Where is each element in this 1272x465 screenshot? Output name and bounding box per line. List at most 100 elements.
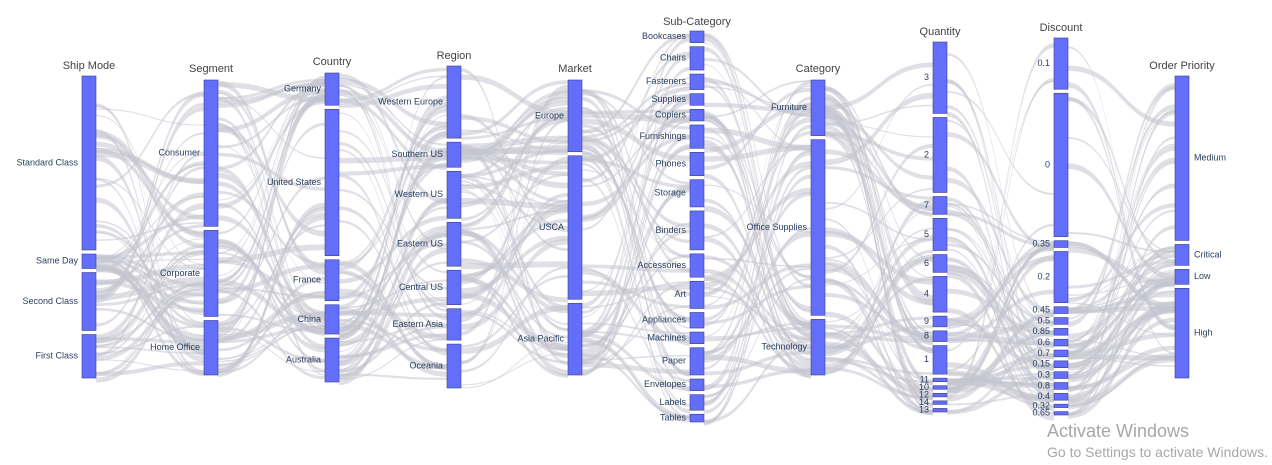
category-bar-quantity-5[interactable] [932,218,948,251]
ribbon-path [461,277,568,378]
category-bar-ship-mode-second-class[interactable] [81,272,97,331]
category-bar-ship-mode-same-day[interactable] [81,253,97,269]
category-bar-sub-category-art[interactable] [689,280,705,309]
category-bar-discount-0-15[interactable] [1053,360,1069,368]
category-bar-order-priority-low[interactable] [1174,269,1190,285]
category-bar-sub-category-binders[interactable] [689,210,705,251]
ribbon-path [704,108,811,391]
category-bar-quantity-4[interactable] [932,276,948,313]
category-bar-segment-corporate[interactable] [203,230,219,317]
category-bar-country-china[interactable] [324,304,340,335]
ribbon-path [218,78,325,101]
category-bar-ship-mode-first-class[interactable] [81,334,97,379]
ribbon-path [1068,163,1175,281]
ribbon-path [947,166,1054,393]
category-bar-discount-0-45[interactable] [1053,306,1069,314]
category-bar-discount-0-7[interactable] [1053,349,1069,358]
category-bar-discount-0-5[interactable] [1053,317,1069,325]
ribbon-path [339,149,447,340]
category-bar-quantity-10[interactable] [932,385,948,390]
category-bar-sub-category-phones[interactable] [689,152,705,176]
category-bar-country-germany[interactable] [324,72,340,106]
category-bar-sub-category-furnishings[interactable] [689,124,705,149]
category-bar-sub-category-paper[interactable] [689,347,705,376]
ribbon-path [218,311,325,374]
category-bar-order-priority-critical[interactable] [1174,244,1190,266]
category-bar-sub-category-tables[interactable] [689,413,705,423]
category-bar-country-france[interactable] [324,259,340,302]
ribbon-path [461,144,568,251]
category-bar-quantity-6[interactable] [932,254,948,273]
category-bar-region-central-us[interactable] [446,269,462,306]
category-bar-country-australia[interactable] [324,337,340,383]
category-bar-order-priority-medium[interactable] [1174,75,1190,241]
category-bar-discount-0-1[interactable] [1053,37,1069,90]
category-bar-quantity-2[interactable] [932,117,948,193]
category-bar-sub-category-storage[interactable] [689,179,705,208]
category-bar-market-europe[interactable] [567,79,583,153]
category-bar-country-united-states[interactable] [324,108,340,257]
category-bar-sub-category-machines[interactable] [689,331,705,345]
category-bar-discount-0-3[interactable] [1053,371,1069,379]
category-bar-sub-category-labels[interactable] [689,394,705,411]
category-bar-sub-category-copiers[interactable] [689,108,705,122]
ribbon-path [704,263,811,310]
category-bar-category-furniture[interactable] [810,79,826,136]
ribbon-path [339,95,447,333]
category-bar-sub-category-bookcases[interactable] [689,30,705,43]
category-bar-order-priority-high[interactable] [1174,288,1190,379]
category-bar-discount-0-32[interactable] [1053,403,1069,408]
category-bar-category-office-supplies[interactable] [810,139,826,316]
ribbon-path [704,136,811,278]
category-bar-discount-0[interactable] [1053,92,1069,237]
category-bar-region-western-us[interactable] [446,170,462,219]
category-bar-region-oceania[interactable] [446,343,462,389]
ribbon-path [339,164,447,176]
category-bar-sub-category-chairs[interactable] [689,46,705,71]
ribbon-path [339,125,447,265]
category-bar-quantity-14[interactable] [932,400,948,405]
ribbon-path [947,312,1054,394]
category-bar-segment-home-office[interactable] [203,320,219,376]
category-bar-category-technology[interactable] [810,319,826,376]
category-bar-segment-consumer[interactable] [203,79,219,227]
ribbon-path [947,79,1054,358]
category-bar-quantity-13[interactable] [932,408,948,413]
ribbon-path [339,269,447,369]
category-label-country-united-states: United States [267,177,322,187]
category-bar-discount-0-8[interactable] [1053,382,1069,390]
category-bar-discount-0-85[interactable] [1053,328,1069,336]
category-bar-region-western-europe[interactable] [446,65,462,139]
ribbon-path [582,94,690,220]
category-bar-sub-category-accessories[interactable] [689,253,705,278]
ribbon-path [704,113,811,312]
category-bar-sub-category-supplies[interactable] [689,93,705,106]
category-bar-quantity-7[interactable] [932,196,948,215]
category-bar-ship-mode-standard-class[interactable] [81,75,97,251]
ribbon-path [947,77,1054,393]
category-bar-quantity-11[interactable] [932,377,948,383]
category-bar-sub-category-fasteners[interactable] [689,73,705,90]
category-bar-quantity-9[interactable] [932,315,948,328]
ribbon-path [96,166,204,327]
category-bar-region-eastern-us[interactable] [446,221,462,267]
ribbon-path [1068,339,1175,358]
category-bar-region-eastern-asia[interactable] [446,308,462,341]
category-bar-market-usca[interactable] [567,155,583,300]
category-bar-sub-category-appliances[interactable] [689,312,705,329]
ribbon-path [947,177,1054,315]
category-bar-quantity-12[interactable] [932,392,948,398]
category-bar-quantity-3[interactable] [932,41,948,114]
category-bar-quantity-1[interactable] [932,345,948,375]
category-bar-region-southern-us[interactable] [446,141,462,168]
category-bar-discount-0-65[interactable] [1053,411,1069,416]
ribbon-path [582,339,690,422]
category-bar-quantity-8[interactable] [932,330,948,342]
category-bar-market-asia-pacific[interactable] [567,302,583,376]
category-bar-discount-0-6[interactable] [1053,338,1069,347]
category-bar-discount-0-2[interactable] [1053,251,1069,304]
ribbon-path [96,108,204,126]
category-bar-discount-0-4[interactable] [1053,393,1069,401]
category-bar-sub-category-envelopes[interactable] [689,378,705,391]
category-bar-discount-0-35[interactable] [1053,240,1069,248]
